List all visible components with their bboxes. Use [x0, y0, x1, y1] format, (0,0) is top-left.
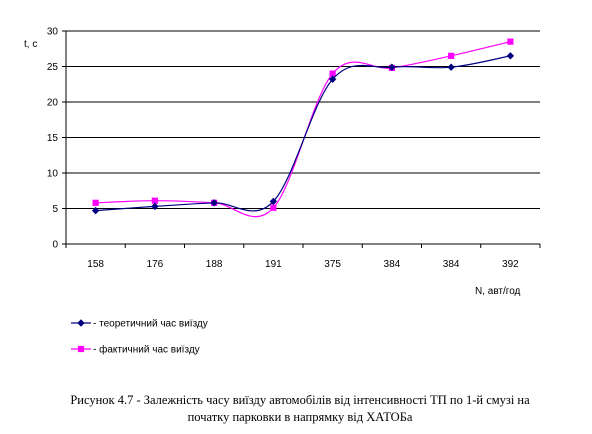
caption-line-2: початку парковки в напрямку від ХАТОБа [187, 410, 413, 424]
x-tick-label: 384 [384, 259, 401, 270]
axes [62, 30, 541, 248]
grid-lines [66, 30, 540, 209]
series-1 [91, 52, 515, 215]
legend-marker [77, 319, 85, 327]
x-tick-label: 375 [324, 259, 341, 270]
y-tick-labels: 0 5 10 15 20 25 30 [47, 27, 59, 251]
x-tick-label: 392 [502, 259, 519, 270]
x-tick-label: 176 [147, 259, 164, 270]
series-line [95, 55, 511, 212]
data-point [210, 199, 218, 207]
data-point [448, 52, 455, 59]
data-point [91, 206, 100, 215]
y-axis-label: t, с [24, 39, 37, 50]
data-point [328, 75, 337, 83]
data-point [388, 63, 396, 71]
data-point [329, 70, 336, 77]
legend-label: - фактичний час виїзду [93, 344, 200, 356]
data-point [151, 197, 158, 204]
legend-entry-2: - фактичний час виїзду [71, 344, 200, 356]
legend: - теоретичний час виїзду - фактичний час … [71, 319, 208, 356]
data-point [270, 204, 277, 211]
x-tick-label: 384 [443, 259, 460, 270]
data-point [269, 197, 278, 206]
x-tick-label: 188 [206, 259, 223, 270]
y-tick-label: 0 [52, 240, 58, 251]
legend-marker [77, 345, 85, 353]
y-tick-label: 25 [47, 62, 59, 73]
x-tick-label: 191 [265, 259, 282, 270]
figure-caption: Рисунок 4.7 - Залежність часу виїзду авт… [60, 392, 540, 426]
data-point [506, 52, 515, 60]
legend-label: - теоретичний час виїзду [93, 319, 208, 330]
caption-line-1: Рисунок 4.7 - Залежність часу виїзду авт… [70, 393, 530, 407]
data-point [92, 199, 99, 206]
x-axis-label: N, авт/год [475, 286, 521, 297]
x-tick-labels: 158 176 188 191 375 384 384 392 [87, 259, 519, 270]
y-tick-label: 30 [47, 27, 59, 38]
y-tick-label: 5 [52, 204, 58, 215]
series-group [91, 38, 515, 218]
legend-entry-1: - теоретичний час виїзду [71, 319, 208, 330]
data-point [151, 202, 159, 211]
y-tick-label: 15 [47, 133, 59, 144]
x-tick-label: 158 [87, 259, 104, 270]
y-tick-label: 20 [47, 98, 59, 109]
y-tick-label: 10 [47, 169, 59, 180]
data-point [507, 38, 514, 45]
data-point [447, 63, 455, 71]
